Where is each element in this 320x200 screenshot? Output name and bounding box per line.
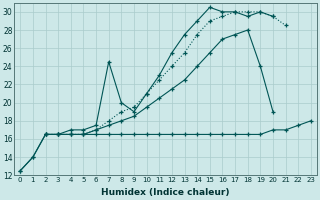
X-axis label: Humidex (Indice chaleur): Humidex (Indice chaleur) <box>101 188 230 197</box>
